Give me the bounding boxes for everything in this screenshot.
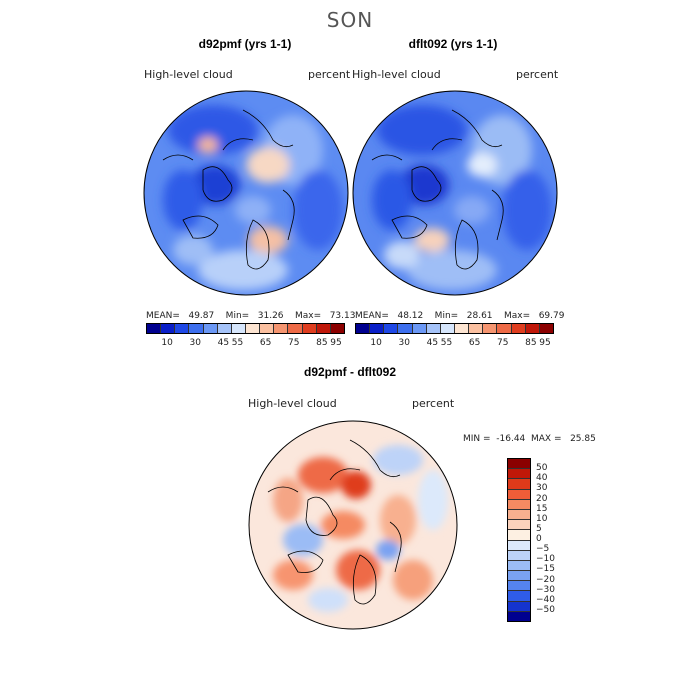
diff-minmax: MIN = -16.44 MAX = 25.85 xyxy=(463,434,596,444)
colorbar-swatch xyxy=(525,324,540,333)
diff-colorbar-label: −15 xyxy=(536,564,555,575)
season-title: SON xyxy=(326,8,374,32)
diff-colorbar-label: −50 xyxy=(536,604,555,615)
colorbar-swatch xyxy=(217,324,232,333)
panel1-colorbar-ticks: 10 30 45 55 65 75 85 95 xyxy=(146,338,343,350)
diff-colorbar-swatch xyxy=(508,520,530,531)
colorbar-swatch xyxy=(398,324,413,333)
colorbar-tick-label: 75 xyxy=(497,338,509,348)
colorbar-swatch xyxy=(370,324,385,333)
panel2-stats: MEAN= 48.12 Min= 28.61 Max= 69.79 xyxy=(355,311,565,321)
colorbar-tick-label: 55 xyxy=(231,338,244,348)
diff-colorbar-label: 40 xyxy=(536,473,548,484)
colorbar-swatch xyxy=(274,324,289,333)
diff-colorbar-swatch xyxy=(508,611,530,621)
colorbar-tick-label: 45 xyxy=(426,338,439,348)
diff-colorbar-label: −5 xyxy=(536,544,550,555)
colorbar-tick-label: 95 xyxy=(330,338,342,348)
diff-colorbar-swatch xyxy=(508,489,530,500)
panel1-units: percent xyxy=(308,68,351,81)
colorbar-tick-label: 95 xyxy=(539,338,551,348)
colorbar-swatch xyxy=(454,324,470,333)
diff-colorbar-label: −10 xyxy=(536,554,555,565)
colorbar-swatch xyxy=(147,324,162,333)
colorbar-swatch xyxy=(260,324,275,333)
diff-colorbar-swatch xyxy=(508,469,530,480)
diff-colorbar-labels: 50 40 30 20 15 10 5 0 −5 −10 −15 −20 −30 −40 −50 xyxy=(536,458,576,620)
colorbar-swatch xyxy=(203,324,218,333)
panel2-units: percent xyxy=(516,68,559,81)
diff-units: percent xyxy=(412,397,455,410)
panel1-stats: MEAN= 49.87 Min= 31.26 Max= 73.13 xyxy=(146,311,356,321)
colorbar-tick-label: 65 xyxy=(468,338,481,348)
polar-map-difference xyxy=(248,420,458,630)
panel1-colorbar xyxy=(146,323,345,334)
colorbar-swatch xyxy=(161,324,176,333)
diff-colorbar-label: 0 xyxy=(536,534,542,544)
colorbar-tick-label: 85 xyxy=(316,338,328,348)
diff-colorbar-label: 50 xyxy=(536,463,548,474)
diff-colorbar-label: −40 xyxy=(536,594,555,605)
colorbar-swatch xyxy=(511,324,526,333)
colorbar-tick-label: 45 xyxy=(217,338,230,348)
colorbar-swatch xyxy=(231,324,246,333)
polar-map-d92pmf xyxy=(143,90,349,296)
colorbar-tick-label: 65 xyxy=(259,338,272,348)
colorbar-swatch xyxy=(330,324,344,333)
panel2-variable: High-level cloud xyxy=(352,68,441,81)
colorbar-tick-label: 75 xyxy=(288,338,300,348)
colorbar-tick-label: 85 xyxy=(525,338,537,348)
diff-colorbar-swatch xyxy=(508,601,530,612)
diff-colorbar-swatch xyxy=(508,479,530,490)
diff-colorbar-label: −20 xyxy=(536,574,555,585)
polar-map-dflt092 xyxy=(352,90,558,296)
colorbar-tick-label: 30 xyxy=(189,338,201,348)
colorbar-tick-label: 10 xyxy=(161,338,173,348)
diff-colorbar-swatch xyxy=(508,509,530,521)
diff-colorbar-label: 5 xyxy=(536,523,542,534)
colorbar-swatch xyxy=(469,324,484,333)
diff-colorbar xyxy=(507,458,531,622)
diff-colorbar-swatch xyxy=(508,550,530,561)
panel2-colorbar-ticks: 10 30 45 55 65 75 85 95 xyxy=(355,338,552,350)
colorbar-swatch xyxy=(497,324,512,333)
diff-colorbar-swatch xyxy=(508,530,530,541)
diff-colorbar-swatch xyxy=(508,591,530,602)
colorbar-swatch xyxy=(412,324,427,333)
colorbar-swatch xyxy=(426,324,441,333)
panel1-variable: High-level cloud xyxy=(144,68,233,81)
colorbar-swatch xyxy=(384,324,399,333)
diff-colorbar-swatch xyxy=(508,581,530,592)
diff-colorbar-label: 15 xyxy=(536,503,548,514)
diff-colorbar-swatch xyxy=(508,540,530,551)
panel2-colorbar xyxy=(355,323,554,334)
diff-colorbar-label: −30 xyxy=(536,584,555,595)
colorbar-tick-label: 10 xyxy=(370,338,382,348)
colorbar-swatch xyxy=(288,324,303,333)
diff-variable: High-level cloud xyxy=(248,397,337,410)
colorbar-swatch xyxy=(440,324,455,333)
panel2-title: dflt092 (yrs 1-1) xyxy=(408,37,498,51)
colorbar-swatch xyxy=(302,324,317,333)
diff-title: d92pmf - dflt092 xyxy=(303,365,396,379)
diff-colorbar-swatch xyxy=(508,499,530,510)
diff-colorbar-swatch xyxy=(508,571,530,582)
colorbar-swatch xyxy=(356,324,371,333)
colorbar-swatch xyxy=(175,324,190,333)
diff-colorbar-label: 30 xyxy=(536,483,548,494)
colorbar-swatch xyxy=(189,324,204,333)
diff-colorbar-label: 20 xyxy=(536,493,548,504)
diff-colorbar-swatch xyxy=(508,560,530,572)
diff-colorbar-label: 10 xyxy=(536,513,548,524)
diff-colorbar-swatch xyxy=(508,459,530,470)
colorbar-swatch xyxy=(316,324,331,333)
panel1-title: d92pmf (yrs 1-1) xyxy=(198,37,292,51)
colorbar-swatch xyxy=(245,324,261,333)
colorbar-tick-label: 30 xyxy=(398,338,410,348)
colorbar-swatch xyxy=(483,324,498,333)
colorbar-swatch xyxy=(539,324,553,333)
colorbar-tick-label: 55 xyxy=(440,338,453,348)
